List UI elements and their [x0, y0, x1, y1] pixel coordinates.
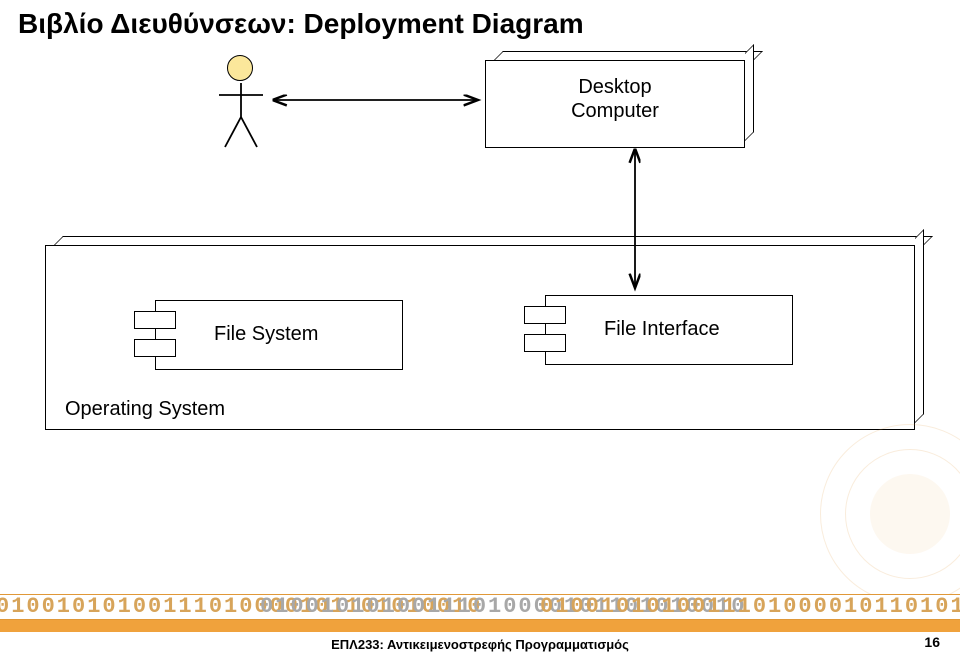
connector-actor-desktop	[0, 0, 960, 654]
footer: 01001010100111010000101101010010 0100101…	[0, 594, 960, 654]
footer-pattern: 01001010100111010000101101010010 0100101…	[0, 594, 960, 620]
footer-course-text: ΕΠΛ233: Αντικειμενοστρεφής Προγραμματισμ…	[331, 637, 629, 652]
page-number: 16	[924, 634, 940, 650]
footer-orange-band	[0, 620, 960, 632]
